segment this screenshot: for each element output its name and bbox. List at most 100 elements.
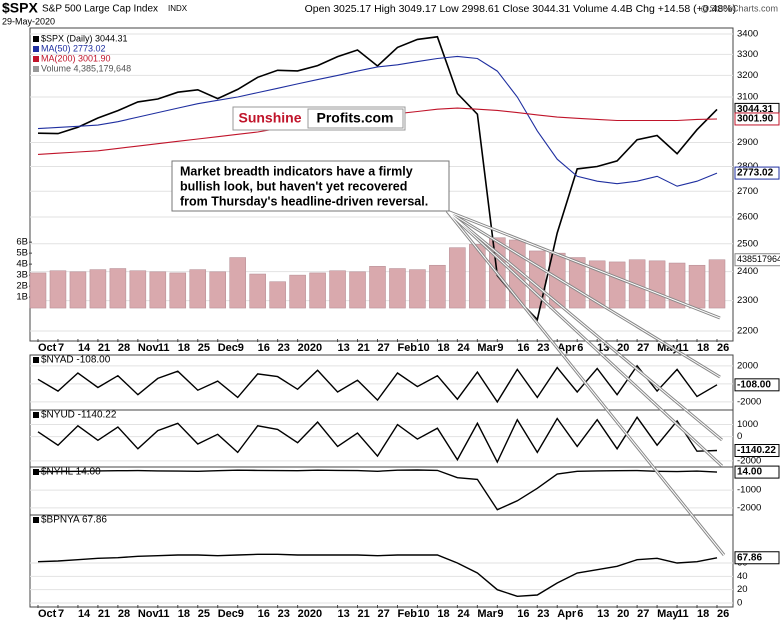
indicator-line	[37, 469, 718, 511]
last-value-box	[734, 378, 780, 392]
x-tick-label: 23	[537, 342, 549, 354]
x-tick-label: 14	[78, 342, 91, 354]
legend-swatch	[33, 66, 39, 72]
volume-tick-label: 1B	[16, 292, 28, 303]
last-value-label: 2773.02	[737, 168, 774, 179]
logo-inner	[307, 108, 404, 129]
x-tick-label: 18	[697, 608, 709, 620]
volume-bar	[229, 257, 246, 309]
legend-swatch	[33, 46, 39, 52]
volume-tick-label: 6B	[16, 237, 28, 248]
arrows	[445, 209, 726, 556]
volume-last-label: 4385179648	[737, 254, 780, 264]
volume-bar	[89, 269, 107, 309]
x-tick-label: 7	[58, 342, 64, 354]
y-tick-label: 2600	[737, 212, 758, 223]
x-tick-label: 11	[158, 342, 170, 354]
legend-swatch	[33, 412, 39, 418]
volume-bar	[389, 268, 406, 309]
volume-tick-label: 2B	[16, 281, 28, 292]
y-tick-label: 2700	[737, 186, 758, 197]
legend-entry: MA(200) 3001.90	[41, 53, 111, 63]
x-tick-label: 28	[118, 608, 130, 620]
x-tick-label: Apr	[557, 342, 577, 354]
annotation-line: Market breadth indicators have a firmly	[180, 164, 413, 178]
x-tick-label: Apr	[557, 608, 577, 620]
y-tick-label: 3200	[737, 70, 758, 81]
y-tick-label: 2900	[737, 137, 758, 148]
y-tick-label: 1000	[737, 419, 758, 430]
index-name: S&P 500 Large Cap Index	[42, 4, 158, 15]
x-tick-label: 26	[717, 342, 729, 354]
x-tick-label: 6	[577, 342, 583, 354]
logo: Sunshine Profits.com	[232, 106, 406, 131]
x-tick-label: Nov	[138, 608, 160, 620]
y-tick-label: 40	[737, 571, 748, 582]
x-tick-label: Feb	[397, 608, 417, 620]
volume-bar	[69, 271, 87, 309]
x-tick-label: 23	[537, 608, 549, 620]
x-tick-label: 2020	[298, 342, 322, 354]
legend-entry: $SPX (Daily) 3044.31	[41, 33, 128, 43]
volume-bar	[29, 272, 47, 309]
y-tick-label: 2300	[737, 295, 758, 306]
x-tick-label: Dec	[218, 342, 238, 354]
y-tick-label: 3100	[737, 92, 758, 103]
volume-bar	[648, 260, 666, 309]
last-value-box	[734, 551, 780, 565]
y-tick-label: 0	[737, 598, 742, 609]
last-value-label: 3044.31	[737, 104, 774, 115]
x-tick-label: 7	[58, 608, 64, 620]
bpnya-panel	[29, 514, 734, 608]
y-tick-label: 3400	[737, 29, 758, 40]
x-tick-label: 25	[198, 608, 210, 620]
x-tick-label: 11	[158, 608, 170, 620]
nyad-panel	[29, 354, 734, 411]
volume-bar	[49, 270, 67, 309]
legend-swatch	[33, 56, 39, 62]
annotation-line: from Thursday's headline-driven reversal…	[180, 194, 428, 208]
volume-bar	[269, 281, 286, 309]
volume-tick-label: 5B	[16, 248, 28, 259]
volume-bar	[568, 257, 586, 309]
y-tick-label: 2800	[737, 161, 758, 172]
x-tick-label: 20	[617, 608, 629, 620]
x-tick-label: 23	[278, 342, 290, 354]
x-tick-label: 21	[358, 608, 370, 620]
x-tick-label: 9	[238, 342, 244, 354]
annotation: Market breadth indicators have a firmly …	[171, 160, 450, 212]
nyud-panel	[29, 409, 734, 468]
volume-bar	[129, 270, 147, 309]
x-tick-label: May	[657, 342, 679, 354]
volume-bar	[209, 271, 226, 309]
x-tick-label: 14	[78, 608, 91, 620]
volume-bar	[469, 244, 486, 309]
x-tick-label: Dec	[218, 608, 238, 620]
x-tick-label: 27	[637, 608, 649, 620]
legend-swatch	[33, 469, 39, 475]
annotation-box	[171, 160, 450, 212]
x-tick-label: 21	[358, 342, 370, 354]
volume-bar	[449, 247, 466, 309]
x-tick-label: 18	[178, 608, 190, 620]
volume-bar	[708, 259, 726, 309]
last-value-label: 3001.90	[737, 114, 774, 125]
arrow-lines-inner	[446, 210, 725, 556]
volume-bar	[189, 269, 207, 309]
last-value-label: 14.00	[737, 467, 762, 478]
x-tick-label: Feb	[397, 342, 417, 354]
legend-swatch	[33, 36, 39, 42]
volume-bar	[409, 269, 426, 309]
exchange: INDX	[168, 4, 188, 13]
x-tick-label: 13	[597, 608, 609, 620]
last-value-box	[734, 112, 780, 126]
volume-bar	[429, 264, 446, 309]
x-tick-label: May	[657, 608, 679, 620]
x-tick-label: 18	[697, 342, 709, 354]
x-tick-label: Mar	[477, 608, 497, 620]
x-tick-label: 16	[517, 608, 529, 620]
last-value-box	[734, 444, 780, 458]
y-tick-label: 3300	[737, 49, 758, 60]
y-tick-label: 2000	[737, 360, 758, 371]
last-value-label: -108.00	[737, 379, 771, 390]
